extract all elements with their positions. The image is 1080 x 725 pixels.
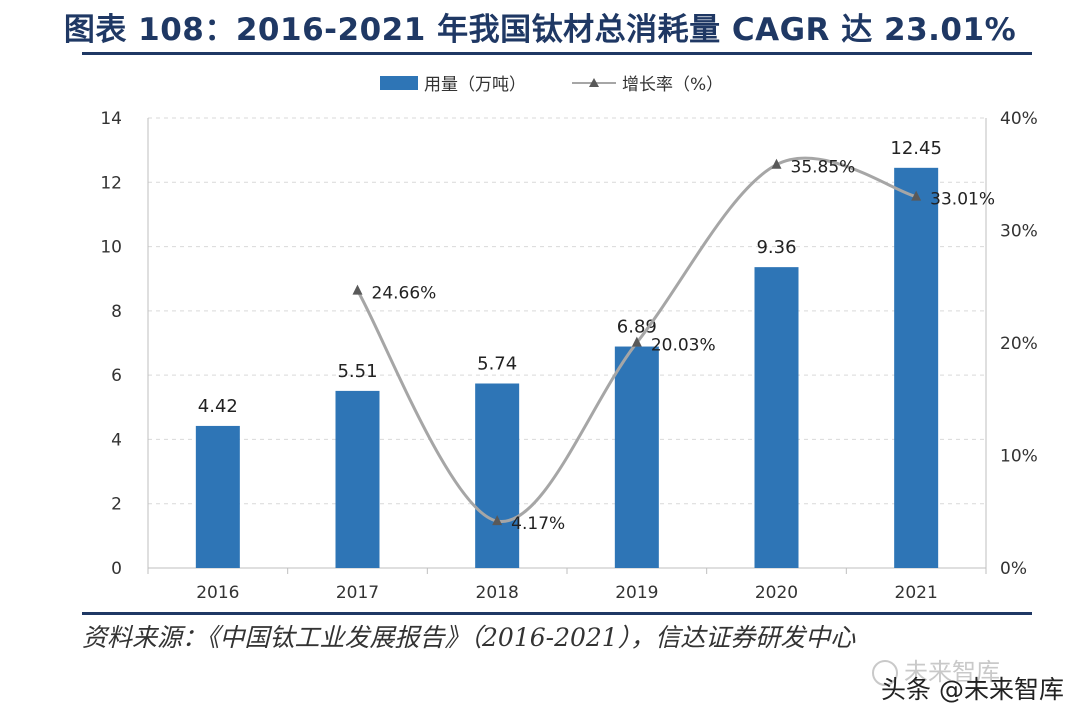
bar-2018 (475, 383, 520, 568)
x-tick-label: 2019 (615, 583, 658, 603)
y-left-tick-label: 4 (111, 430, 122, 450)
y-right-tick-label: 20% (1000, 334, 1038, 354)
x-tick-label: 2020 (755, 583, 798, 603)
growth-rate-label: 20.03% (651, 336, 716, 356)
y-left-tick-label: 0 (111, 559, 122, 579)
growth-rate-marker-2018 (492, 515, 503, 526)
chart-legend: 用量（万吨） 增长率（%） (380, 70, 769, 95)
bar-data-label: 12.45 (890, 138, 942, 159)
bar-2017 (335, 390, 380, 568)
bar-2016 (195, 425, 240, 568)
x-tick-label: 2021 (895, 583, 938, 603)
y-left-tick-label: 14 (100, 109, 122, 129)
y-left-tick-label: 8 (111, 302, 122, 322)
growth-rate-marker-2017 (352, 284, 363, 295)
legend-bar-swatch (380, 75, 418, 90)
bar-data-label: 5.51 (337, 361, 377, 382)
x-tick-label: 2018 (476, 583, 519, 603)
watermark-faded-text: 未来智库 (904, 658, 1000, 686)
y-left-tick-label: 6 (111, 366, 122, 386)
bar-2019 (614, 346, 659, 568)
watermark: 头条 @未来智库 (881, 675, 1064, 704)
y-right-tick-label: 10% (1000, 447, 1038, 467)
legend-item-bar: 用量（万吨） (380, 70, 526, 95)
x-tick-label: 2016 (196, 583, 239, 603)
bar-data-label: 9.36 (756, 237, 796, 258)
y-left-tick-label: 12 (100, 173, 122, 193)
growth-rate-label: 35.85% (791, 158, 856, 178)
legend-item-line: 增长率（%） (572, 70, 723, 95)
y-right-tick-label: 30% (1000, 222, 1038, 242)
bar-data-label: 4.42 (198, 396, 238, 417)
title-rule (82, 52, 1032, 55)
legend-line-label: 增长率（%） (622, 75, 724, 95)
growth-rate-marker-2019 (631, 336, 642, 347)
y-left-tick-label: 10 (100, 238, 122, 258)
bar-data-label: 5.74 (477, 354, 517, 375)
growth-rate-marker-2021 (911, 190, 922, 201)
growth-rate-label: 4.17% (511, 514, 565, 534)
x-tick-label: 2017 (336, 583, 379, 603)
y-right-tick-label: 0% (1000, 559, 1027, 579)
growth-rate-marker-2020 (771, 158, 782, 169)
legend-bar-label: 用量（万吨） (424, 75, 526, 95)
growth-rate-label: 33.01% (930, 190, 995, 210)
bar-2020 (754, 267, 799, 568)
y-left-tick-label: 2 (111, 495, 122, 515)
watermark-faded: 未来智库 (872, 652, 1000, 687)
growth-rate-label: 24.66% (372, 284, 437, 304)
legend-line-swatch (572, 77, 616, 87)
source-rule (82, 612, 1032, 615)
y-right-tick-label: 40% (1000, 109, 1038, 129)
chart-plot: 0 2 4 6 8 10 12 14 0% 10% 20% 30% 40% 2016 2017 2018 201… (100, 109, 1038, 603)
growth-rate-line (356, 156, 917, 523)
wechat-icon (872, 660, 898, 686)
bar-2021 (894, 167, 939, 569)
bar-data-label: 6.89 (617, 317, 657, 338)
figure-title: 图表 108：2016-2021 年我国钛材总消耗量 CAGR 达 23.01% (63, 12, 1017, 48)
source-note: 资料来源：《中国钛工业发展报告》（2016-2021），信达证券研发中心 (82, 623, 856, 652)
